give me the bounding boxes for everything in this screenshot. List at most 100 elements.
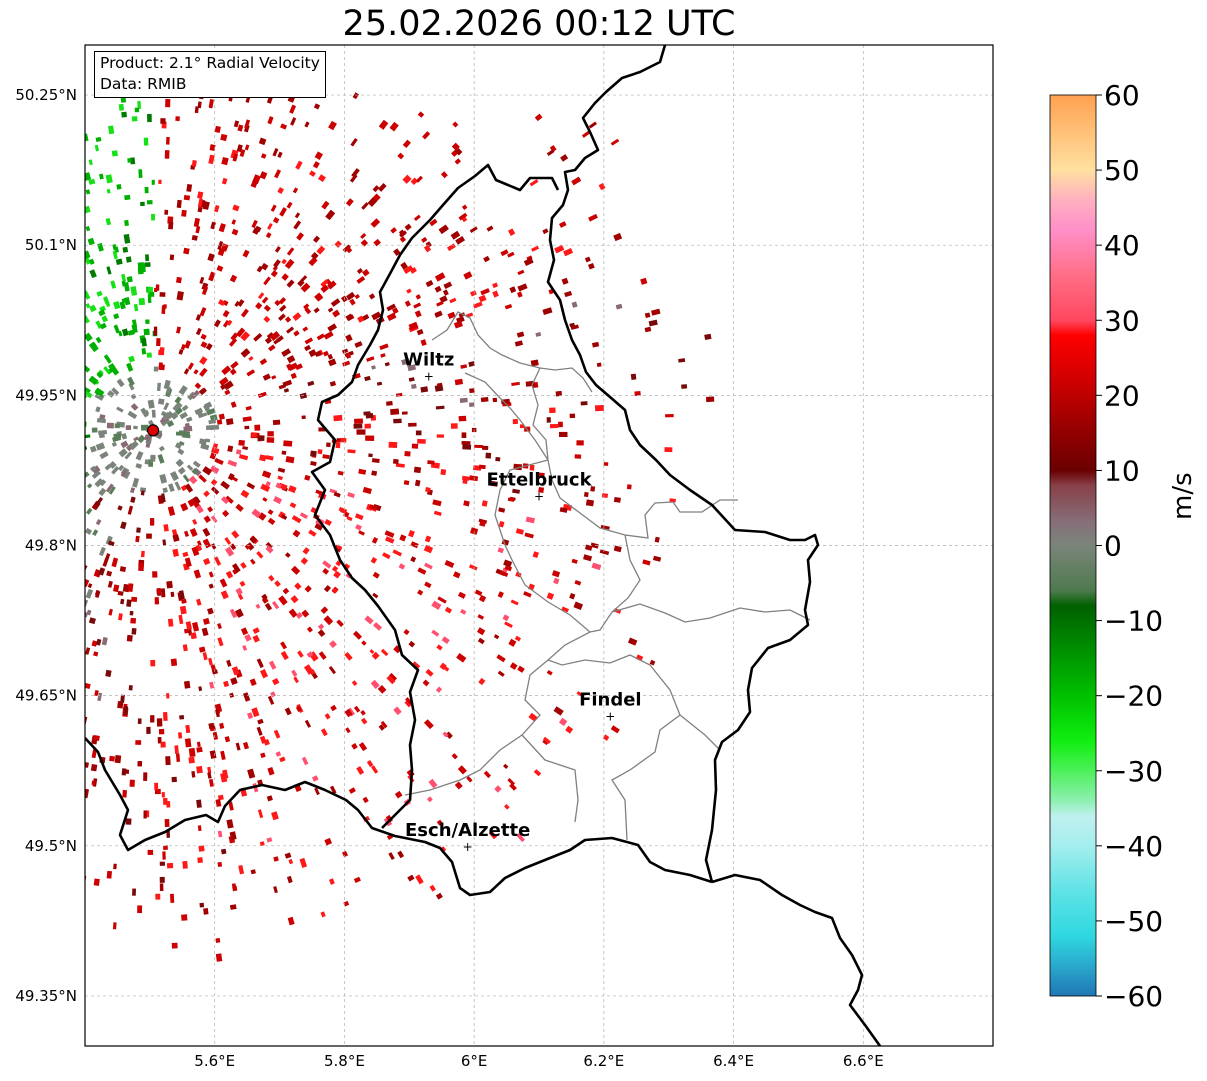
- velocity-echo: [229, 831, 237, 841]
- velocity-echo: [304, 337, 314, 345]
- velocity-echo: [499, 570, 509, 577]
- velocity-echo: [218, 223, 226, 233]
- velocity-echo: [425, 486, 431, 493]
- velocity-echo: [177, 466, 186, 475]
- velocity-echo: [327, 353, 334, 360]
- velocity-echo: [497, 547, 505, 554]
- velocity-echo: [240, 308, 249, 318]
- velocity-echo: [394, 790, 403, 799]
- velocity-echo: [415, 874, 424, 885]
- velocity-echo: [161, 791, 165, 798]
- velocity-echo: [147, 399, 155, 409]
- velocity-echo: [564, 290, 573, 298]
- velocity-echo: [211, 447, 220, 455]
- velocity-echo: [143, 810, 147, 819]
- velocity-echo: [504, 621, 513, 628]
- velocity-echo: [308, 529, 317, 537]
- velocity-echo: [356, 268, 364, 274]
- velocity-echo: [198, 845, 205, 852]
- velocity-echo: [137, 434, 146, 444]
- velocity-echo: [107, 540, 115, 547]
- velocity-echo: [483, 770, 492, 779]
- velocity-echo: [108, 125, 115, 135]
- velocity-echo: [117, 701, 124, 709]
- velocity-echo: [238, 865, 245, 875]
- velocity-echo: [603, 462, 609, 466]
- velocity-echo: [461, 441, 471, 445]
- velocity-echo: [133, 425, 138, 430]
- lon-tick-label: 6.4°E: [713, 1052, 754, 1070]
- velocity-echo: [333, 414, 343, 422]
- velocity-echo: [363, 411, 371, 416]
- velocity-echo: [97, 692, 103, 702]
- velocity-echo: [153, 366, 159, 372]
- velocity-echo: [87, 237, 95, 246]
- velocity-echo: [150, 455, 156, 462]
- velocity-echo: [106, 870, 113, 879]
- velocity-echo: [425, 279, 434, 288]
- velocity-echo: [503, 763, 509, 769]
- velocity-echo: [175, 276, 182, 284]
- velocity-echo: [156, 338, 161, 347]
- velocity-echo: [230, 360, 239, 370]
- velocity-echo: [129, 440, 139, 451]
- velocity-echo: [276, 335, 284, 343]
- velocity-echo: [310, 450, 317, 457]
- velocity-echo: [431, 629, 440, 637]
- velocity-echo: [166, 693, 170, 699]
- velocity-echo: [665, 414, 674, 418]
- velocity-echo: [229, 904, 237, 910]
- velocity-echo: [133, 303, 139, 312]
- velocity-echo: [151, 213, 155, 221]
- velocity-echo: [364, 423, 371, 429]
- colorbar-unit-label: m/s: [1168, 472, 1198, 520]
- velocity-echo: [113, 863, 117, 870]
- velocity-echo: [272, 419, 281, 426]
- velocity-echo: [478, 464, 486, 470]
- velocity-echo: [93, 735, 100, 742]
- velocity-echo: [561, 606, 569, 613]
- velocity-echo: [509, 783, 517, 791]
- velocity-echo: [203, 908, 209, 915]
- colorbar-tick-label: −20: [1104, 680, 1163, 713]
- velocity-echo: [216, 265, 224, 272]
- velocity-echo: [644, 312, 651, 318]
- velocity-echo: [141, 348, 147, 355]
- velocity-echo: [220, 750, 226, 760]
- velocity-echo: [282, 379, 293, 387]
- velocity-echo: [302, 326, 309, 332]
- velocity-echo: [342, 850, 349, 858]
- velocity-echo: [146, 352, 152, 358]
- velocity-echo: [263, 315, 271, 323]
- velocity-echo: [443, 666, 450, 672]
- velocity-echo: [407, 364, 417, 372]
- velocity-echo: [360, 232, 367, 240]
- velocity-echo: [334, 240, 342, 248]
- velocity-echo: [492, 290, 499, 298]
- velocity-echo: [507, 497, 515, 502]
- velocity-echo: [706, 396, 715, 403]
- velocity-echo: [143, 328, 150, 336]
- velocity-echo: [277, 467, 286, 473]
- velocity-echo: [438, 224, 449, 235]
- velocity-echo: [274, 299, 281, 307]
- velocity-echo: [439, 295, 448, 304]
- velocity-echo: [128, 685, 133, 691]
- velocity-echo: [284, 316, 292, 323]
- velocity-echo: [137, 760, 143, 767]
- velocity-echo: [267, 116, 274, 125]
- velocity-echo: [549, 407, 556, 414]
- velocity-echo: [316, 333, 325, 341]
- velocity-echo: [251, 508, 262, 519]
- velocity-echo: [458, 212, 468, 221]
- velocity-echo: [320, 606, 329, 615]
- velocity-echo: [240, 331, 251, 342]
- velocity-echo: [85, 133, 89, 142]
- velocity-echo: [596, 362, 602, 367]
- velocity-echo: [351, 742, 358, 750]
- velocity-echo: [199, 276, 205, 285]
- velocity-echo: [455, 148, 463, 156]
- velocity-echo: [179, 605, 187, 615]
- velocity-echo: [303, 303, 310, 310]
- velocity-echo: [85, 250, 91, 259]
